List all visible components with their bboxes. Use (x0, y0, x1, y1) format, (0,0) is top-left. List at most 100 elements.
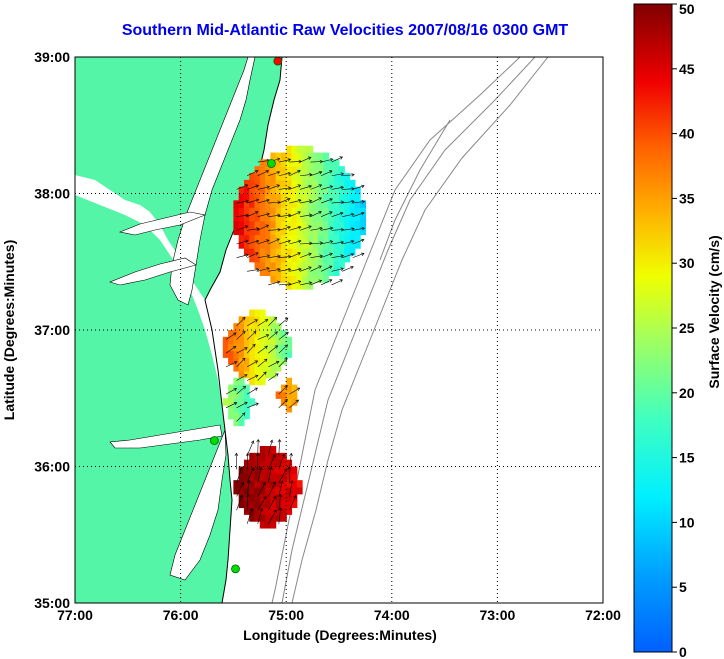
velocity-cell (291, 398, 298, 406)
velocity-cell (275, 357, 282, 365)
velocity-arrowhead (254, 169, 259, 174)
velocity-arrowhead (318, 184, 323, 188)
velocity-cell (286, 377, 293, 386)
velocity-cell (249, 398, 256, 406)
velocity-cell (249, 179, 256, 188)
velocity-cell (275, 173, 282, 181)
velocity-arrowhead (287, 171, 292, 176)
velocity-arrowhead (233, 401, 238, 406)
velocity-cell (349, 200, 356, 208)
velocity-arrow (289, 480, 293, 497)
velocity-arrow (310, 211, 322, 217)
velocity-arrowhead (318, 210, 322, 215)
velocity-cell (259, 213, 266, 222)
velocity-cell (360, 227, 366, 236)
colorbar (633, 3, 673, 653)
velocity-arrowhead (275, 373, 279, 377)
velocity-cell (286, 166, 293, 174)
velocity-cell (280, 152, 287, 160)
velocity-cell (339, 179, 345, 188)
velocity-arrowhead (245, 239, 249, 244)
velocity-cell (354, 227, 361, 236)
velocity-cell (291, 241, 298, 249)
colorbar-label: Surface Velocity (cm/s) (706, 235, 722, 388)
velocity-cell (270, 213, 277, 222)
velocity-arrow (278, 256, 291, 258)
velocity-cell (280, 220, 287, 229)
velocity-cell (254, 179, 261, 188)
velocity-arrow (289, 199, 302, 204)
velocity-cell (254, 220, 261, 229)
velocity-cell (280, 459, 287, 468)
velocity-cell (254, 480, 261, 488)
velocity-cell (243, 220, 250, 229)
velocity-cell (259, 452, 266, 461)
velocity-arrowhead (361, 200, 366, 204)
velocity-cell (296, 254, 303, 263)
velocity-cell (254, 377, 261, 386)
velocity-cell (344, 227, 351, 236)
velocity-arrowhead (350, 265, 354, 270)
velocity-cell (286, 152, 293, 160)
velocity-cell (339, 234, 345, 242)
velocity-cell (238, 207, 245, 215)
velocity-cell (286, 186, 293, 195)
pamlico-sound (169, 429, 227, 581)
velocity-cell (228, 391, 234, 399)
velocity-arrow (257, 334, 269, 340)
velocity-cell (233, 323, 240, 331)
radar-stations (209, 56, 283, 574)
velocity-cell (249, 350, 256, 358)
velocity-arrowhead (340, 254, 345, 258)
velocity-cell (275, 152, 282, 160)
velocity-cell (270, 186, 277, 195)
x-tick-label: 75:00 (268, 607, 304, 623)
velocity-cell (233, 391, 240, 399)
velocity-arrow (246, 387, 258, 395)
velocity-arrow (247, 240, 259, 245)
velocity-cell (354, 193, 361, 201)
velocity-cell (238, 493, 245, 502)
velocity-cell (243, 486, 250, 495)
velocity-cell (323, 166, 330, 174)
velocity-cell (323, 193, 330, 201)
velocity-cell (254, 248, 261, 256)
velocity-cell (270, 364, 277, 372)
velocity-arrow (289, 280, 301, 286)
velocity-cell (339, 248, 345, 256)
velocity-cell (317, 152, 324, 160)
velocity-cell (302, 145, 308, 154)
velocity-arrow (278, 344, 288, 354)
velocity-cell (243, 405, 250, 413)
velocity-cell (291, 145, 298, 154)
velocity-cell (238, 220, 245, 229)
velocity-arrowhead (350, 212, 355, 217)
velocity-cell (296, 486, 303, 495)
velocity-cell (307, 179, 314, 188)
velocity-cell (275, 275, 282, 283)
velocity-cell (280, 398, 287, 406)
velocity-arrow (289, 495, 297, 511)
velocity-arrowhead (263, 371, 267, 375)
velocity-cell (265, 364, 271, 372)
velocity-cell (275, 364, 282, 372)
velocity-cell (265, 507, 271, 515)
velocity-arrowhead (309, 241, 313, 246)
velocity-arrow (278, 332, 289, 340)
velocity-cell (307, 275, 314, 283)
velocity-cell (270, 207, 277, 215)
velocity-arrowhead (287, 466, 291, 470)
velocity-cell (296, 241, 303, 249)
velocity-cell (307, 234, 314, 242)
x-ticks: 77:00 76:00 75:00 74:00 73:00 72:00 (57, 607, 621, 623)
velocity-arrowhead (272, 481, 276, 486)
velocity-cell (275, 343, 282, 352)
velocity-cell (275, 486, 282, 495)
velocity-arrowhead (277, 227, 281, 232)
velocity-cell (275, 159, 282, 167)
velocity-arrow (278, 317, 289, 327)
velocity-cell (280, 486, 287, 495)
velocity-cell (317, 193, 324, 201)
velocity-cell (249, 459, 256, 468)
velocity-cell (228, 343, 234, 352)
